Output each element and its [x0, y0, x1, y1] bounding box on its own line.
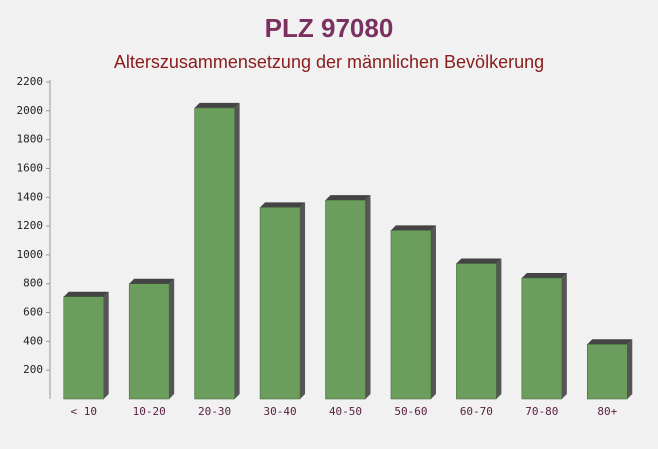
bar-top	[325, 195, 371, 201]
y-tick-label: 600	[23, 306, 43, 319]
y-tick-label: 1200	[17, 219, 44, 232]
bar	[587, 343, 628, 400]
bar	[521, 277, 563, 400]
y-tick-label: 2000	[17, 104, 44, 117]
y-tick-label: 1800	[17, 133, 44, 146]
bar-side	[627, 339, 633, 399]
bar-side	[561, 272, 567, 399]
bar	[63, 296, 104, 400]
bar-side	[430, 225, 436, 399]
bar-side	[496, 258, 502, 399]
y-tick-label: 1400	[17, 190, 44, 203]
bar-top	[390, 225, 436, 231]
bar	[456, 263, 497, 400]
bar-side	[234, 102, 240, 399]
chart-title: PLZ 97080	[265, 13, 394, 43]
bar-side	[300, 202, 306, 399]
bar	[259, 207, 301, 400]
bar-top	[63, 291, 109, 297]
bar-top	[194, 102, 240, 108]
bar-top	[587, 339, 633, 345]
x-tick-label: 80+	[597, 405, 617, 418]
bar	[390, 230, 432, 400]
bar-side	[103, 291, 109, 399]
bar-top	[129, 278, 175, 284]
x-tick-label: 30-40	[263, 405, 296, 418]
y-tick-label: 400	[23, 334, 43, 347]
chart-subtitle: Alterszusammensetzung der männlichen Bev…	[114, 52, 544, 72]
x-tick-label: < 10	[70, 405, 97, 418]
bar	[194, 107, 235, 400]
x-tick-label: 40-50	[329, 405, 362, 418]
x-tick-label: 20-30	[198, 405, 231, 418]
bar	[325, 199, 366, 400]
x-tick-label: 60-70	[460, 405, 493, 418]
bar	[128, 283, 170, 400]
y-tick-label: 1600	[17, 161, 44, 174]
bar-side	[365, 195, 371, 399]
bar-top	[260, 202, 306, 208]
y-tick-label: 1000	[17, 248, 44, 261]
y-tick-label: 800	[23, 277, 43, 290]
bar-top	[521, 272, 567, 278]
bar-top	[456, 258, 502, 264]
x-tick-label: 10-20	[133, 405, 166, 418]
x-tick-label: 70-80	[525, 405, 558, 418]
bar-side	[169, 278, 175, 399]
y-tick-label: 2200	[17, 75, 44, 88]
y-tick-label: 200	[23, 363, 43, 376]
x-tick-label: 50-60	[394, 405, 427, 418]
